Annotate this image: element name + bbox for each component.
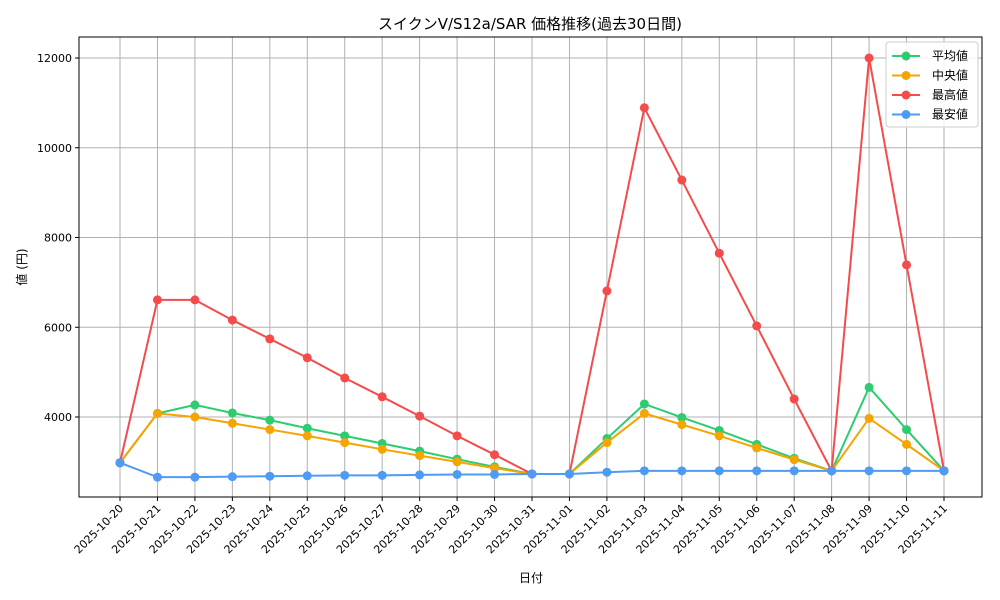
legend-item: 中央値 [932, 68, 968, 83]
legend-item: 最安値 [932, 107, 968, 122]
y-tick-label: 12000 [37, 52, 72, 65]
y-axis-label: 値 (円) [14, 248, 29, 285]
y-tick-label: 8000 [44, 232, 72, 245]
y-axis-ticks: 4000 6000 8000 10000 12000 [37, 52, 79, 424]
y-tick-label: 4000 [44, 411, 72, 424]
legend-item: 最高値 [932, 87, 968, 102]
chart-title: スイクンV/S12a/SAR 価格推移(過去30日間) [378, 15, 682, 33]
grid-lines [79, 37, 982, 497]
series-最安値 [115, 458, 949, 482]
legend-item: 平均値 [932, 48, 968, 63]
x-axis-label: 日付 [519, 571, 543, 585]
x-axis-ticks: 2025-10-202025-10-212025-10-222025-10-23… [72, 497, 950, 556]
plot-frame [78, 36, 983, 498]
series-lines [115, 53, 949, 482]
y-tick-label: 10000 [37, 142, 72, 155]
y-tick-label: 6000 [44, 321, 72, 334]
